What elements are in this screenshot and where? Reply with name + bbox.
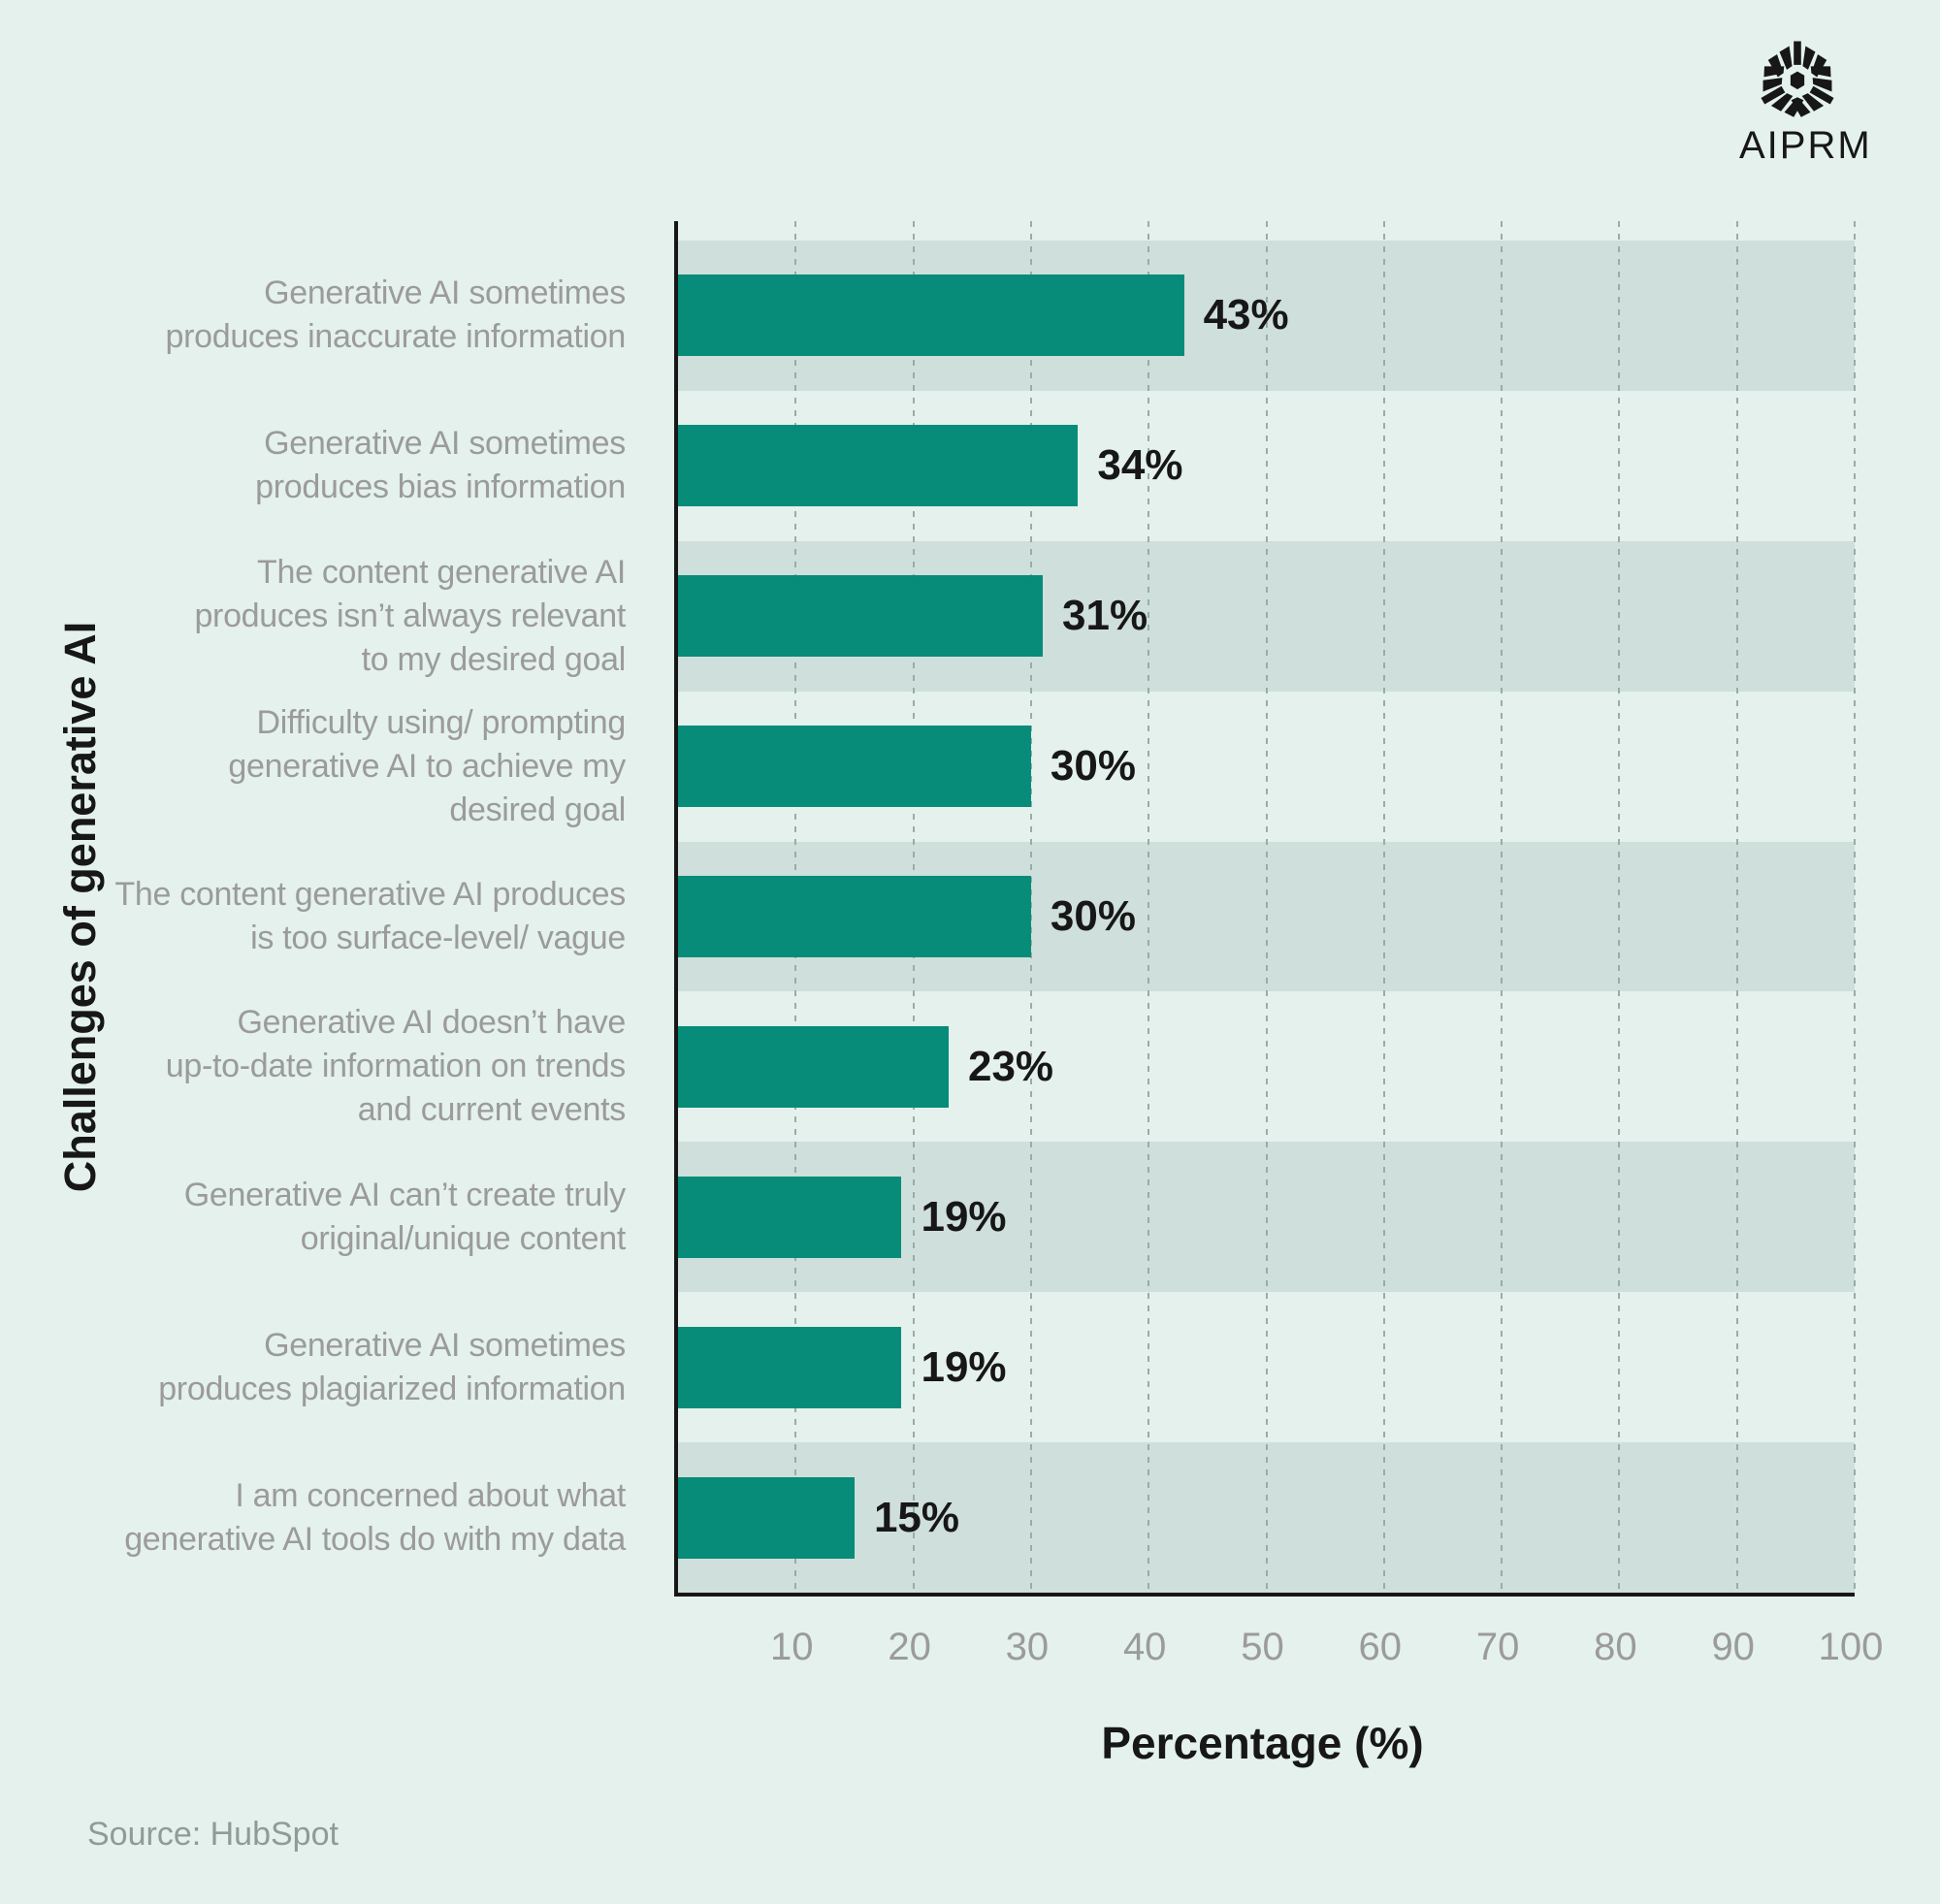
gridline [1148,221,1150,1593]
bar-row: 15% [678,1476,1855,1559]
category-label: Difficulty using/ prompting generative A… [228,703,626,828]
aiprm-hexagon-icon [1755,41,1840,120]
bar-row: 30% [678,876,1855,957]
bar [678,1176,902,1258]
logo-wordmark: AIPRM [1739,124,1872,167]
x-tick-label: 100 [1818,1626,1884,1668]
bar-row: 43% [678,274,1855,357]
bar-row: 34% [678,425,1855,507]
bar-row: 31% [678,575,1855,658]
x-tick-label: 80 [1594,1626,1637,1668]
source-note: Source: HubSpot [87,1816,339,1853]
category-label: Generative AI sometimes produces bias in… [255,425,626,506]
category-label: Generative AI can’t create truly origina… [183,1176,627,1257]
bar-row: 19% [678,1326,1855,1408]
bar-value-label: 19% [921,1342,1007,1391]
x-axis-ticks: 10 20 30 40 50 60 70 80 90 100 [0,1626,1940,1674]
bar-value-label: 30% [1050,892,1136,940]
x-tick-label: 60 [1358,1626,1403,1668]
bar-row: 23% [678,1025,1855,1108]
plot-area: 43% 34% 31% 30% 30% 23% 19% 19% 15% [674,221,1856,1597]
x-tick-label: 50 [1241,1626,1284,1668]
gridline [1501,221,1504,1593]
category-label: Generative AI sometimes produces inaccur… [165,274,626,356]
bar [678,876,1031,957]
bar-value-label: 31% [1062,592,1148,640]
x-tick-label: 10 [770,1626,814,1668]
x-tick-label: 40 [1122,1626,1167,1668]
gridline [1735,221,1738,1593]
bar-value-label: 43% [1203,291,1289,339]
category-labels: Generative AI sometimes produces inaccur… [0,221,650,1593]
bar-row: 30% [678,726,1855,808]
bar-value-label: 19% [921,1192,1007,1241]
bar-value-label: 34% [1097,441,1183,490]
x-tick-label: 30 [1005,1626,1050,1668]
gridline [1618,221,1621,1593]
gridline [1029,221,1032,1593]
bar-row: 19% [678,1176,1855,1258]
bar-value-label: 23% [967,1042,1054,1090]
bar [678,575,1044,658]
aiprm-logo: AIPRM [1739,39,1872,168]
category-label: I am concerned about what generative AI … [124,1476,626,1558]
gridline [1265,221,1268,1593]
x-axis-title: Percentage (%) [1101,1718,1424,1768]
category-label: The content generative AI produces isn’t… [194,553,626,678]
x-tick-label: 90 [1711,1626,1755,1668]
category-label: Generative AI doesn’t have up-to-date in… [165,1004,627,1129]
bar [678,1025,949,1108]
bar-value-label: 15% [873,1493,960,1541]
bar [678,726,1031,808]
bar [678,1326,902,1408]
bar [678,425,1079,507]
gridline [1854,221,1856,1593]
gridline [1382,221,1385,1593]
bar [678,274,1184,357]
x-tick-label: 70 [1475,1626,1520,1668]
bar [678,1476,855,1559]
x-tick-label: 20 [888,1626,931,1668]
category-label: Generative AI sometimes produces plagiar… [158,1326,626,1407]
bar-value-label: 30% [1050,742,1136,791]
category-label: The content generative AI produces is to… [114,875,626,956]
